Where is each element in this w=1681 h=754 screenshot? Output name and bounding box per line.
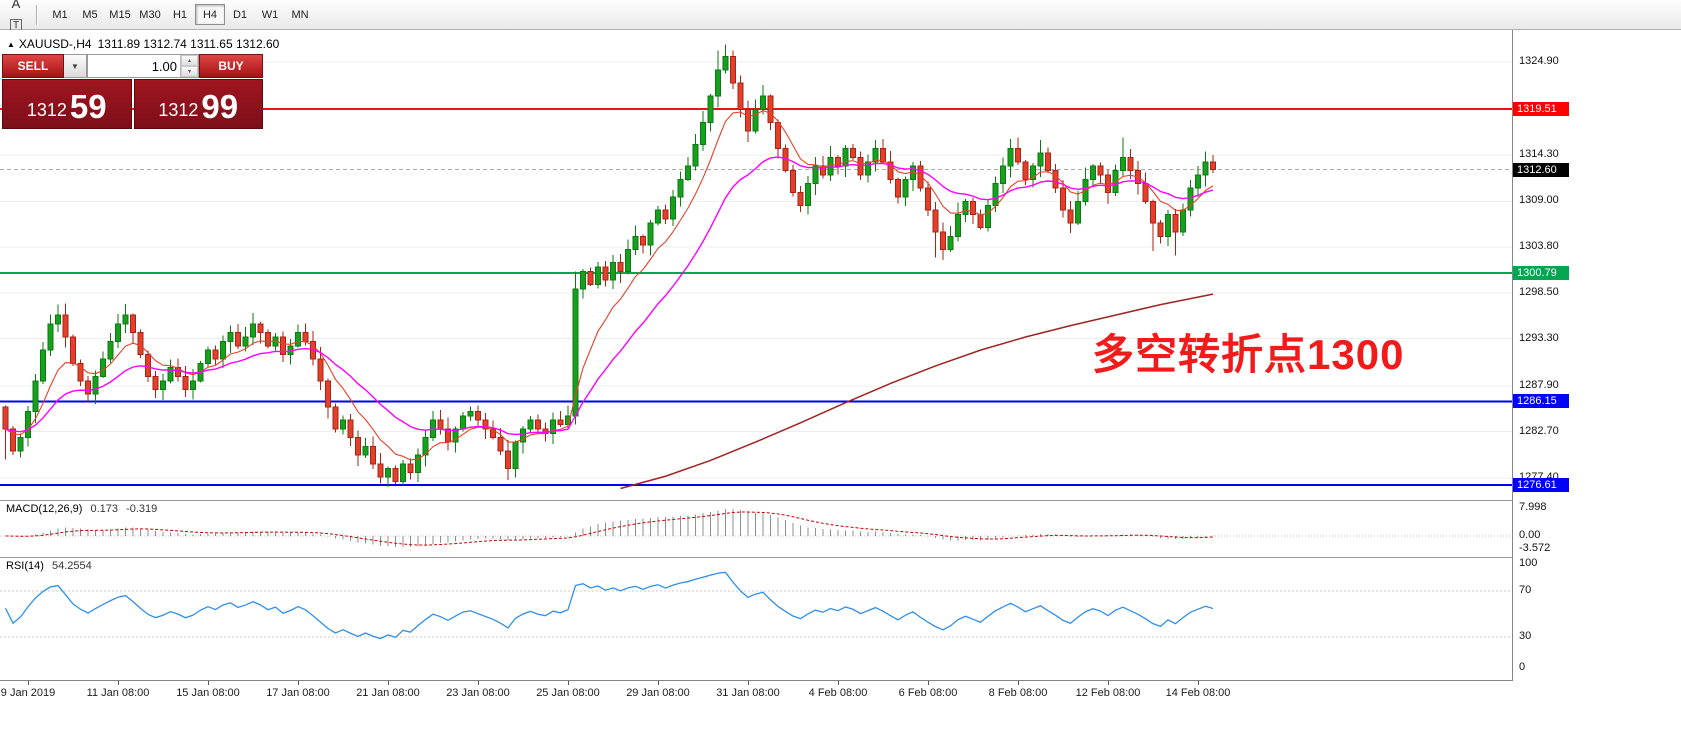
timeframe-D1-button[interactable]: D1 <box>225 4 255 25</box>
time-axis[interactable]: 9 Jan 2019 11 Jan 08:00 15 Jan 08:00 17 Jan… <box>0 680 1513 702</box>
macd-tick-label: 7.998 <box>1519 501 1547 513</box>
time-tick-label: 21 Jan 08:00 <box>356 687 420 699</box>
quote-row: 1312 59 1312 99 <box>2 79 263 129</box>
price-level-label: 1286.15 <box>1513 394 1569 409</box>
price-tick-label: 1324.90 <box>1519 55 1559 67</box>
lot-size-field[interactable]: 1.00 ▴ ▾ <box>87 54 199 78</box>
ask-price[interactable]: 1312 99 <box>133 79 263 129</box>
price-tick-label: 1303.80 <box>1519 239 1559 252</box>
price-level-label: 1300.79 <box>1513 266 1569 281</box>
price-axis[interactable]: 1324.90 1314.30 1309.00 1303.80 1298.50 1293.… <box>1512 30 1681 702</box>
rsi-tick-label: 70 <box>1519 584 1532 596</box>
price-tick-label: 1309.00 <box>1519 194 1559 207</box>
bid-price[interactable]: 1312 59 <box>2 79 132 129</box>
time-tick-mark <box>658 681 659 685</box>
timeframe-M30-button[interactable]: M30 <box>135 4 165 25</box>
macd-main-value: 0.173 <box>90 503 119 515</box>
time-tick-label: 11 Jan 08:00 <box>86 687 150 699</box>
caret-down-icon: ▼ <box>71 61 79 71</box>
time-tick-label: 29 Jan 08:00 <box>626 687 690 699</box>
rsi-indicator-pane[interactable] <box>0 558 1512 680</box>
timeframe-H1-button[interactable]: H1 <box>165 4 195 25</box>
rsi-name: RSI(14) <box>6 560 44 572</box>
time-tick-label: 8 Feb 08:00 <box>988 687 1048 699</box>
price-tick-label: 1282.70 <box>1519 424 1559 437</box>
chart-legend: ▲ XAUUSD-,H4 1311.89 1312.74 1311.65 1312.… <box>7 37 279 51</box>
rsi-label: RSI(14) 54.2554 <box>6 560 92 572</box>
lot-spinner: ▴ ▾ <box>180 55 198 77</box>
time-tick-mark <box>1198 681 1199 685</box>
ask-prefix: 1312 <box>158 100 199 120</box>
lot-increase-button[interactable]: ▴ <box>181 55 198 66</box>
time-tick-label: 31 Jan 08:00 <box>716 687 780 699</box>
time-tick-mark <box>298 681 299 685</box>
lot-size-value[interactable]: 1.00 <box>151 58 177 74</box>
macd-signal-value: -0.319 <box>126 503 158 515</box>
trade-controls-row: SELL ▼ 1.00 ▴ ▾ BUY <box>2 54 263 78</box>
timeframe-M1-button[interactable]: M1 <box>45 4 75 25</box>
time-tick-mark <box>1108 681 1109 685</box>
time-tick-label: 4 Feb 08:00 <box>808 687 868 699</box>
time-tick-mark <box>28 681 29 685</box>
time-tick-label: 15 Jan 08:00 <box>176 687 240 699</box>
time-tick-mark <box>388 681 389 685</box>
time-tick-mark <box>208 681 209 685</box>
timeframe-M15-button[interactable]: M15 <box>105 4 135 25</box>
time-tick-mark <box>118 681 119 685</box>
time-tick-mark <box>1018 681 1019 685</box>
timeframe-H4-button[interactable]: H4 <box>195 4 225 25</box>
time-tick-label: 17 Jan 08:00 <box>266 687 330 699</box>
bid-prefix: 1312 <box>26 100 67 120</box>
lot-decrease-button[interactable]: ▾ <box>181 66 198 77</box>
macd-tick-label: -3.572 <box>1519 541 1551 554</box>
timeframe-W1-button[interactable]: W1 <box>255 4 285 25</box>
rsi-value: 54.2554 <box>51 560 92 572</box>
price-tick-label: 1287.90 <box>1519 379 1559 392</box>
one-click-trading-panel: SELL ▼ 1.00 ▴ ▾ BUY 1312 59 1312 99 <box>2 54 263 129</box>
ohlc-values: 1311.89 1312.74 1311.65 1312.60 <box>97 37 280 51</box>
time-tick-mark <box>928 681 929 685</box>
time-tick-mark <box>838 681 839 685</box>
price-tick-label: 1314.30 <box>1519 147 1559 160</box>
time-tick-label: 14 Feb 08:00 <box>1165 687 1231 699</box>
time-tick-label: 12 Feb 08:00 <box>1075 687 1141 699</box>
time-tick-mark <box>568 681 569 685</box>
ask-big-digits: 99 <box>201 88 239 125</box>
rsi-tick-label: 100 <box>1519 557 1538 569</box>
timeframe-MN-button[interactable]: MN <box>285 4 315 25</box>
lot-dropdown-button[interactable]: ▼ <box>64 54 87 78</box>
time-tick-label: 25 Jan 08:00 <box>536 687 600 699</box>
time-tick-label: 6 Feb 08:00 <box>898 687 958 699</box>
macd-label: MACD(12,26,9) 0.173 -0.319 <box>6 503 157 515</box>
sell-button[interactable]: SELL <box>2 54 64 78</box>
macd-name: MACD(12,26,9) <box>6 503 83 515</box>
chart-text-annotation[interactable]: 多空转折点1300 <box>1092 331 1405 378</box>
timeframe-button-group: M1 M5 M15 M30 H1 H4 D1 W1 MN <box>45 4 315 25</box>
pane-separator[interactable] <box>0 557 1681 558</box>
text-label-icon[interactable]: A <box>4 0 28 15</box>
main-price-chart[interactable] <box>0 30 1512 500</box>
rsi-tick-label: 30 <box>1519 630 1532 642</box>
pane-separator[interactable] <box>0 500 1681 501</box>
price-tick-label: 1298.50 <box>1519 286 1559 299</box>
rsi-tick-label: 0 <box>1519 661 1526 673</box>
time-tick-label: 9 Jan 2019 <box>0 687 56 699</box>
time-tick-label: 23 Jan 08:00 <box>446 687 510 699</box>
expand-arrow-icon[interactable]: ▲ <box>7 40 15 49</box>
price-tick-label: 1293.30 <box>1519 331 1559 344</box>
toolbar-separator <box>36 4 38 25</box>
price-level-label: 1276.61 <box>1513 477 1569 492</box>
time-tick-mark <box>748 681 749 685</box>
buy-button[interactable]: BUY <box>199 54 263 78</box>
price-level-label: 1319.51 <box>1513 102 1569 117</box>
bid-big-digits: 59 <box>69 88 107 125</box>
time-tick-mark <box>478 681 479 685</box>
price-level-label: 1312.60 <box>1513 162 1569 177</box>
timeframe-M5-button[interactable]: M5 <box>75 4 105 25</box>
macd-tick-label: 0.00 <box>1519 529 1541 541</box>
macd-indicator-pane[interactable] <box>0 501 1512 557</box>
symbol-name: XAUUSD-,H4 <box>18 37 92 51</box>
